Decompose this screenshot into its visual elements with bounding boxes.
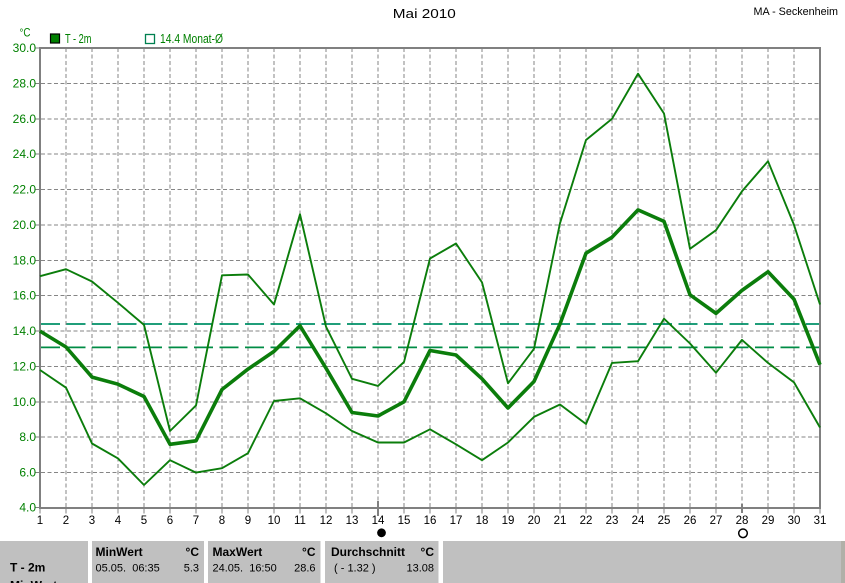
svg-text:5: 5 bbox=[141, 515, 147, 527]
svg-text:16.0: 16.0 bbox=[13, 289, 37, 303]
svg-text:Mai 2010: Mai 2010 bbox=[393, 6, 456, 21]
svg-text:19: 19 bbox=[502, 515, 515, 527]
svg-text:°C: °C bbox=[421, 545, 435, 559]
svg-text:05.05. 06:35: 05.05. 06:35 bbox=[96, 563, 160, 575]
svg-text:4: 4 bbox=[115, 515, 122, 527]
svg-text:Durchschnitt: Durchschnitt bbox=[331, 545, 405, 559]
svg-text:25: 25 bbox=[658, 515, 671, 527]
svg-text:5.3: 5.3 bbox=[184, 563, 199, 575]
svg-text:30: 30 bbox=[788, 515, 801, 527]
svg-text:3: 3 bbox=[89, 515, 95, 527]
svg-text:T - 2m: T - 2m bbox=[10, 561, 45, 575]
svg-text:17: 17 bbox=[450, 515, 463, 527]
svg-text:°C: °C bbox=[186, 545, 200, 559]
svg-text:MA - Seckenheim: MA - Seckenheim bbox=[754, 6, 839, 18]
svg-text:23: 23 bbox=[606, 515, 619, 527]
svg-text:7: 7 bbox=[193, 515, 199, 527]
svg-text:14.0: 14.0 bbox=[13, 324, 37, 338]
svg-text:10: 10 bbox=[268, 515, 281, 527]
svg-text:MinWert: MinWert bbox=[96, 545, 143, 559]
svg-text:18: 18 bbox=[476, 515, 489, 527]
svg-text:9: 9 bbox=[245, 515, 251, 527]
svg-text:29: 29 bbox=[762, 515, 775, 527]
svg-text:10.0: 10.0 bbox=[13, 395, 37, 409]
svg-text:15: 15 bbox=[398, 515, 411, 527]
svg-text:24.0: 24.0 bbox=[13, 147, 37, 161]
svg-text:MaxWert: MaxWert bbox=[213, 545, 263, 559]
svg-text:14: 14 bbox=[372, 515, 385, 527]
svg-text:4.0: 4.0 bbox=[19, 501, 36, 515]
svg-text:27: 27 bbox=[710, 515, 723, 527]
svg-text:26.0: 26.0 bbox=[13, 112, 37, 126]
svg-text:2: 2 bbox=[63, 515, 69, 527]
svg-text:20.0: 20.0 bbox=[13, 218, 37, 232]
svg-text:6: 6 bbox=[167, 515, 173, 527]
svg-text:28: 28 bbox=[736, 515, 749, 527]
svg-text:21: 21 bbox=[554, 515, 567, 527]
svg-text:12: 12 bbox=[320, 515, 333, 527]
svg-text:8.0: 8.0 bbox=[19, 430, 36, 444]
svg-text:MinWert: MinWert bbox=[10, 579, 57, 583]
svg-text:11: 11 bbox=[294, 515, 306, 527]
svg-text:28.6: 28.6 bbox=[294, 563, 315, 575]
svg-text:18.0: 18.0 bbox=[13, 253, 37, 267]
svg-text:31: 31 bbox=[814, 515, 827, 527]
svg-text:28.0: 28.0 bbox=[13, 76, 37, 90]
svg-text:20: 20 bbox=[528, 515, 541, 527]
svg-text:°C: °C bbox=[302, 545, 316, 559]
svg-text:30.0: 30.0 bbox=[13, 41, 37, 55]
svg-text:24.05. 16:50: 24.05. 16:50 bbox=[213, 563, 277, 575]
svg-text:22: 22 bbox=[580, 515, 593, 527]
svg-text:1: 1 bbox=[37, 515, 43, 527]
svg-text:16: 16 bbox=[424, 515, 437, 527]
svg-text:( - 1.32 ): ( - 1.32 ) bbox=[334, 563, 376, 575]
svg-text:T - 2m: T - 2m bbox=[65, 32, 92, 46]
svg-text:°C: °C bbox=[20, 26, 31, 40]
svg-text:6.0: 6.0 bbox=[19, 466, 36, 480]
svg-text:24: 24 bbox=[632, 515, 645, 527]
svg-text:12.0: 12.0 bbox=[13, 360, 37, 374]
svg-text:13.08: 13.08 bbox=[406, 563, 434, 575]
svg-text:13: 13 bbox=[346, 515, 359, 527]
svg-text:14.4 Monat-Ø: 14.4 Monat-Ø bbox=[160, 32, 223, 46]
svg-text:8: 8 bbox=[219, 515, 225, 527]
svg-text:26: 26 bbox=[684, 515, 697, 527]
svg-text:22.0: 22.0 bbox=[13, 183, 37, 197]
